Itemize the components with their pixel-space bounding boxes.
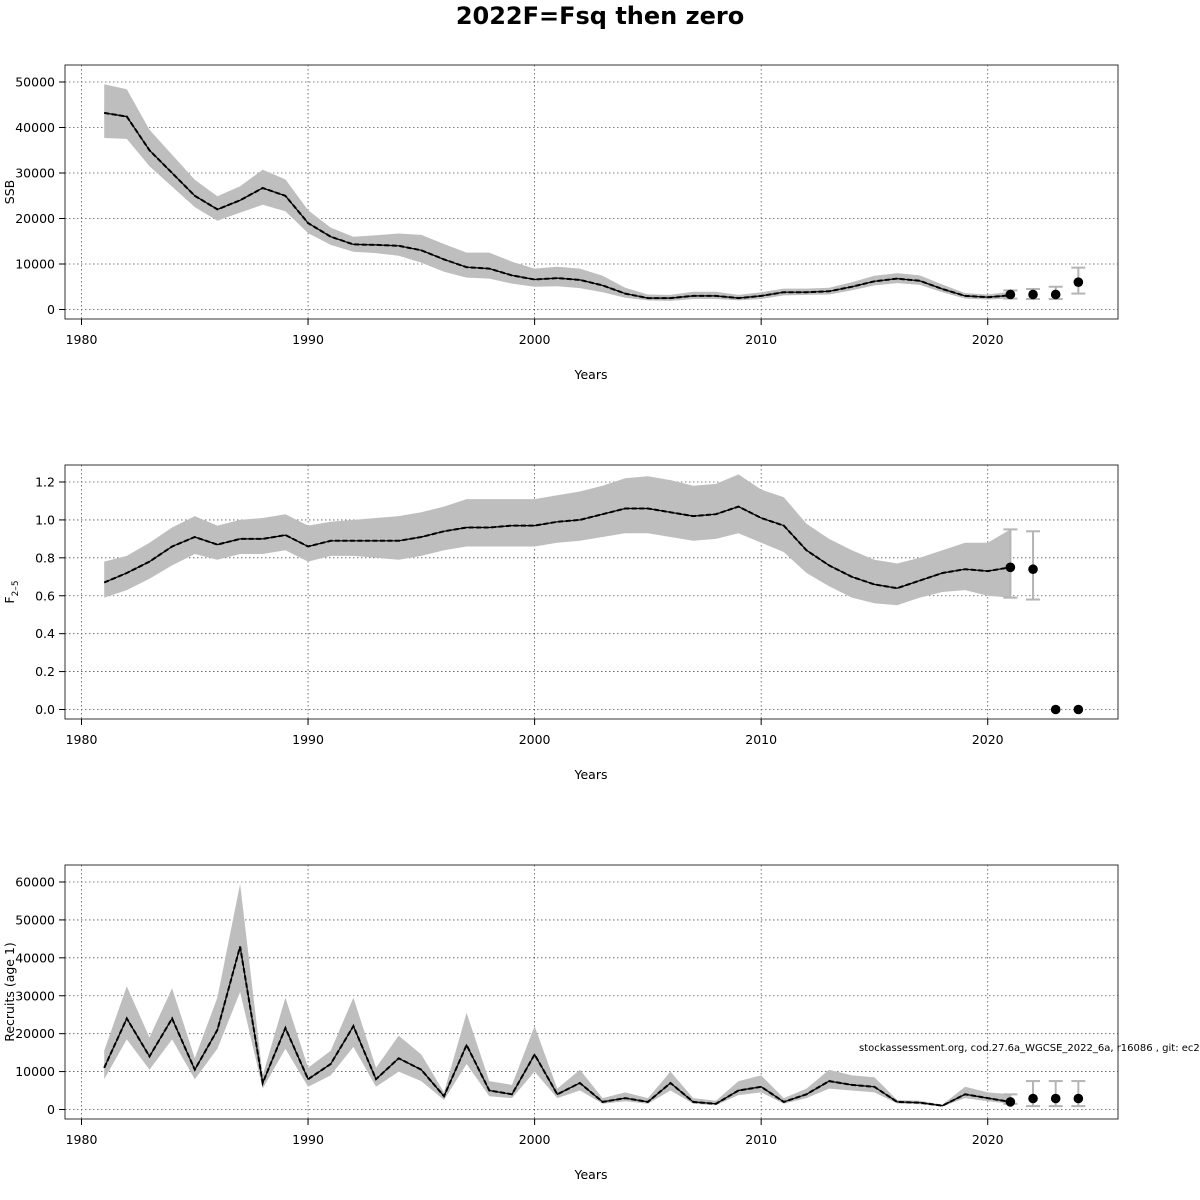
x-axis-title: Years — [574, 367, 608, 382]
y-tick-label: 10000 — [15, 1064, 55, 1079]
forecast-point — [1073, 1093, 1084, 1104]
x-tick-label: 1980 — [66, 332, 98, 347]
x-tick-label: 1990 — [292, 1132, 324, 1147]
forecast-point — [1050, 1093, 1061, 1104]
y-tick-label: 0.4 — [35, 626, 55, 641]
chart-title: 2022F=Fsq then zero — [455, 2, 745, 30]
forecast-point — [1005, 289, 1016, 300]
y-tick-label: 0.8 — [35, 550, 55, 565]
confidence-band — [104, 474, 1011, 606]
forecast-point — [1028, 564, 1038, 575]
forecast-point — [1028, 289, 1038, 300]
y-tick-label: 0.6 — [35, 588, 55, 603]
x-tick-label: 2020 — [972, 732, 1004, 747]
x-tick-label: 1980 — [66, 1132, 98, 1147]
x-tick-label: 1990 — [292, 332, 324, 347]
confidence-band — [104, 883, 1011, 1107]
footnote: stockassessment.org, cod.27.6a_WGCSE_202… — [859, 1043, 1200, 1054]
y-tick-label: 30000 — [15, 166, 55, 181]
estimate-line — [103, 946, 1011, 1107]
y-tick-label: 10000 — [15, 257, 55, 272]
x-tick-label: 2010 — [745, 732, 777, 747]
forecast-point — [1005, 562, 1016, 573]
x-axis-title: Years — [574, 767, 608, 782]
y-axis-title: F2–5 — [2, 580, 21, 603]
y-axis-title: SSB — [2, 180, 17, 204]
y-tick-label: 0.2 — [35, 664, 55, 679]
y-tick-label: 50000 — [15, 75, 55, 90]
forecast-point — [1050, 704, 1061, 715]
plot-frame — [64, 864, 1119, 1120]
y-tick-label: 0 — [47, 1102, 55, 1117]
x-tick-label: 2010 — [745, 1132, 777, 1147]
y-tick-label: 40000 — [15, 950, 55, 965]
y-tick-label: 0 — [47, 302, 55, 317]
x-tick-label: 1980 — [66, 732, 98, 747]
panel-recruits: 1980 1990 2000 2010 2020 0 10000 20000 30000 4000… — [2, 864, 1119, 1182]
estimate-line — [104, 111, 1011, 300]
y-tick-label: 50000 — [15, 912, 55, 927]
x-tick-label: 2020 — [972, 332, 1004, 347]
x-tick-label: 2000 — [519, 332, 551, 347]
y-tick-label: 60000 — [15, 875, 55, 890]
forecast-point — [1028, 1093, 1038, 1104]
y-tick-label: 20000 — [15, 211, 55, 226]
panel-ssb: 1980 1990 2000 2010 2020 0 10000 20000 30000 4000… — [2, 64, 1119, 382]
y-tick-label: 1.0 — [35, 512, 55, 527]
forecast-point — [1050, 289, 1061, 300]
y-axis-title: Recruits (age 1) — [2, 942, 17, 1042]
x-tick-label: 2020 — [972, 1132, 1004, 1147]
plot-frame — [64, 64, 1119, 320]
y-tick-label: 20000 — [15, 1026, 55, 1041]
forecast-point — [1073, 277, 1084, 288]
x-tick-label: 2010 — [745, 332, 777, 347]
y-tick-label: 40000 — [15, 120, 55, 135]
x-tick-label: 2000 — [519, 1132, 551, 1147]
plot-frame — [64, 464, 1119, 720]
forecast-point — [1005, 1097, 1016, 1107]
x-tick-label: 1990 — [292, 732, 324, 747]
estimate-line — [103, 505, 1011, 590]
x-axis-title: Years — [574, 1167, 608, 1182]
y-tick-label: 1.2 — [35, 475, 55, 490]
x-tick-label: 2000 — [519, 732, 551, 747]
y-axis-title-subscript: 2–5 — [11, 580, 21, 596]
forecast-point — [1073, 704, 1084, 715]
panel-fbar: 1980 1990 2000 2010 2020 0.0 0.2 0.4 0.6 0.8 1.0 1.… — [2, 464, 1119, 782]
confidence-band — [104, 84, 1011, 301]
y-tick-label: 0.0 — [35, 702, 55, 717]
y-tick-label: 30000 — [15, 988, 55, 1003]
